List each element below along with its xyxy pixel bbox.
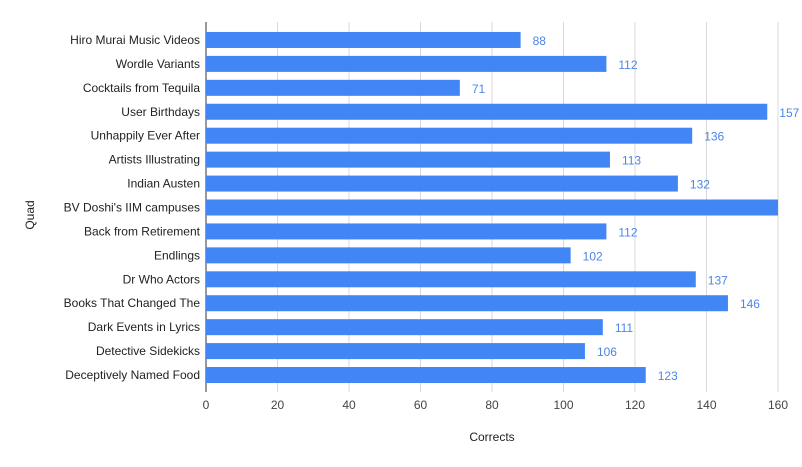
bar (206, 127, 693, 144)
data-label: 88 (533, 34, 547, 48)
x-tick-label: 40 (342, 398, 356, 412)
data-label: 113 (622, 154, 641, 168)
x-tick-labels: 0 20 40 60 80 100 120 140 160 (203, 398, 789, 412)
bar (206, 247, 571, 264)
category-label: Detective Sidekicks (96, 344, 200, 358)
x-tick-label: 120 (625, 398, 645, 412)
bar (206, 55, 607, 72)
x-axis-title: Corrects (469, 430, 514, 444)
category-label: Dr Who Actors (123, 272, 200, 286)
category-label: Endlings (154, 248, 200, 262)
category-label: Cocktails from Tequila (83, 81, 200, 95)
bar (206, 199, 778, 216)
category-label: Back from Retirement (84, 224, 201, 238)
category-label: BV Doshi's IIM campuses (64, 201, 200, 215)
category-label: Unhappily Ever After (91, 129, 200, 143)
category-label: Hiro Murai Music Videos (70, 33, 200, 47)
bar (206, 103, 768, 120)
data-labels: 88 112 71 157 136 113 132 112 102 137 146 111 106 123 (472, 34, 800, 383)
bar (206, 319, 603, 336)
x-tick-label: 100 (553, 398, 573, 412)
x-tick-label: 20 (271, 398, 285, 412)
data-label: 157 (779, 106, 799, 120)
bar (206, 343, 585, 360)
x-tick-label: 160 (768, 398, 788, 412)
category-label: Deceptively Named Food (65, 368, 200, 382)
bar (206, 31, 521, 48)
data-label: 106 (597, 345, 617, 359)
data-label: 132 (690, 178, 710, 192)
category-label: Artists Illustrating (109, 153, 200, 167)
data-label: 112 (618, 225, 637, 239)
category-label: Wordle Variants (116, 57, 200, 71)
y-axis-title: Quad (23, 200, 37, 229)
bar (206, 175, 678, 192)
category-label: User Birthdays (121, 105, 200, 119)
bar (206, 367, 646, 384)
bar (206, 151, 610, 168)
category-label: Dark Events in Lyrics (88, 320, 200, 334)
bar (206, 223, 607, 240)
bars (206, 31, 778, 384)
data-label: 146 (740, 297, 760, 311)
x-tick-label: 0 (203, 398, 210, 412)
data-label: 123 (658, 369, 678, 383)
x-tick-label: 80 (485, 398, 499, 412)
data-label: 137 (708, 273, 728, 287)
category-label: Indian Austen (127, 177, 200, 191)
category-labels: Hiro Murai Music Videos Wordle Variants Co… (64, 33, 201, 382)
bar (206, 79, 460, 96)
bar (206, 271, 696, 288)
category-label: Books That Changed The (64, 296, 201, 310)
bar (206, 295, 728, 312)
data-label: 112 (618, 58, 637, 72)
x-tick-label: 60 (414, 398, 428, 412)
x-tick-label: 140 (696, 398, 716, 412)
data-label: 71 (472, 82, 486, 96)
data-label: 102 (583, 249, 603, 263)
data-label: 111 (615, 321, 634, 335)
data-label: 136 (704, 130, 724, 144)
